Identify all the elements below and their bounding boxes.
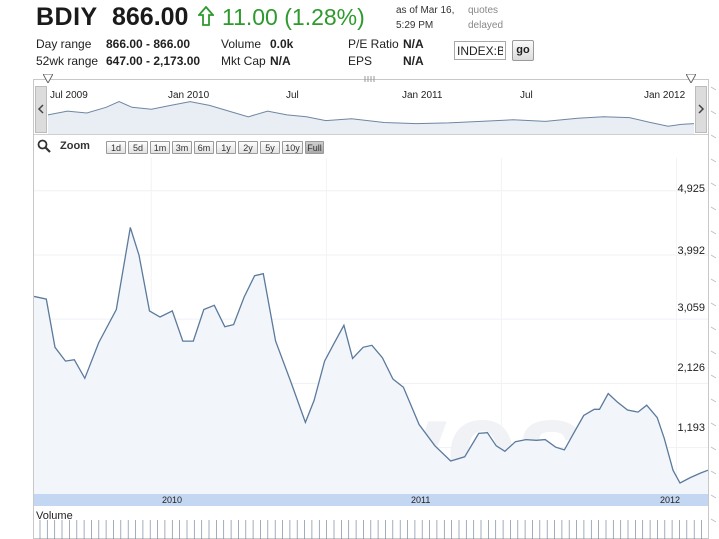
zoom-button-5y[interactable]: 5y <box>260 141 280 154</box>
quotes-delayed-note: quotes delayed <box>468 5 504 31</box>
magnifier-icon <box>37 139 51 153</box>
up-arrow-icon <box>198 6 214 26</box>
zoom-button-5d[interactable]: 5d <box>128 141 148 154</box>
overview-label: Jul 2009 <box>50 90 88 101</box>
edge-tick <box>710 254 717 259</box>
stat-value-eps: N/A <box>403 54 424 68</box>
edge-tick <box>710 350 717 355</box>
overview-area <box>48 101 694 134</box>
edge-tick <box>710 422 717 427</box>
x-tick-label: 2011 <box>411 495 431 505</box>
zoom-button-1d[interactable]: 1d <box>106 141 126 154</box>
x-axis-bar <box>34 494 708 506</box>
stat-value-day-range: 866.00 - 866.00 <box>106 37 191 51</box>
range-end-handle-icon[interactable] <box>686 74 696 83</box>
y-tick-label: 1,193 <box>677 422 705 434</box>
stat-label-pe-ratio: P/E Ratio <box>348 37 399 51</box>
edge-tick <box>710 158 717 163</box>
last-price: 866.00 <box>112 3 189 31</box>
volume-panel <box>39 520 702 539</box>
stat-value-mkt-cap: N/A <box>270 54 291 68</box>
price-chart[interactable] <box>34 158 708 494</box>
scroll-left-button[interactable] <box>35 86 47 133</box>
overview-label: Jan 2010 <box>168 90 210 101</box>
zoom-button-1m[interactable]: 1m <box>150 141 170 154</box>
edge-tick <box>710 230 717 235</box>
stat-value-volume: 0.0k <box>270 37 294 51</box>
zoom-label: Zoom <box>60 140 90 152</box>
price-area-fill <box>34 227 708 494</box>
zoom-button-2y[interactable]: 2y <box>238 141 258 154</box>
overview-label: Jul <box>520 90 533 101</box>
zoom-button-1y[interactable]: 1y <box>216 141 236 154</box>
overview-label: Jul <box>286 90 299 101</box>
overview-line <box>47 101 695 127</box>
stat-label-volume: Volume <box>221 37 262 51</box>
edge-tick <box>710 278 717 283</box>
zoom-button-6m[interactable]: 6m <box>194 141 214 154</box>
edge-tick <box>710 374 717 379</box>
zoom-button-full[interactable]: Full <box>305 141 324 154</box>
ticker-symbol: BDIY <box>36 3 98 31</box>
edge-tick <box>710 446 717 451</box>
go-button[interactable]: go <box>512 40 534 61</box>
y-tick-label: 3,059 <box>677 302 705 314</box>
edge-tick <box>710 302 717 307</box>
price-line <box>34 227 708 484</box>
stat-value-pe-ratio: N/A <box>403 37 424 51</box>
stat-label-day-range: Day range <box>36 37 92 51</box>
edge-tick <box>710 470 717 475</box>
overview-label: Jan 2012 <box>644 90 686 101</box>
range-start-handle-icon[interactable] <box>43 74 53 83</box>
stat-value-52wk-range: 647.00 - 2,173.00 <box>106 54 201 68</box>
x-tick-label: 2012 <box>660 495 681 505</box>
edge-tick <box>710 182 717 187</box>
edge-tick <box>710 206 717 211</box>
right-edge-ticks <box>710 86 717 523</box>
stat-label-mkt-cap: Mkt Cap <box>221 54 266 68</box>
overview-sparkline <box>47 101 695 134</box>
edge-tick <box>710 86 717 91</box>
edge-tick <box>710 518 717 523</box>
stat-label-52wk-range: 52wk range <box>36 54 99 68</box>
overview-label: Jan 2011 <box>402 90 443 101</box>
y-tick-label: 2,126 <box>677 362 705 374</box>
volume-label: Volume <box>36 510 73 522</box>
x-tick-label: 2010 <box>162 495 183 505</box>
y-tick-label: 3,992 <box>677 245 705 257</box>
chevron-left-icon <box>37 104 44 114</box>
edge-tick <box>710 110 717 115</box>
resize-grip-icon[interactable] <box>363 76 375 82</box>
edge-tick <box>710 326 717 331</box>
zoom-button-3m[interactable]: 3m <box>172 141 192 154</box>
edge-tick <box>710 494 717 499</box>
stat-label-eps: EPS <box>348 54 373 68</box>
zoom-button-10y[interactable]: 10y <box>282 141 303 154</box>
y-tick-label: 4,925 <box>677 183 705 195</box>
chevron-right-icon <box>698 104 705 114</box>
scroll-right-button[interactable] <box>695 86 707 133</box>
price-change: 11.00 (1.28%) <box>222 4 365 30</box>
edge-tick <box>710 398 717 403</box>
overview-navigator[interactable] <box>34 86 708 135</box>
edge-tick <box>710 134 717 139</box>
as-of-timestamp: as of Mar 16, 5:29 PM <box>396 5 455 31</box>
symbol-search-input[interactable] <box>454 41 506 60</box>
